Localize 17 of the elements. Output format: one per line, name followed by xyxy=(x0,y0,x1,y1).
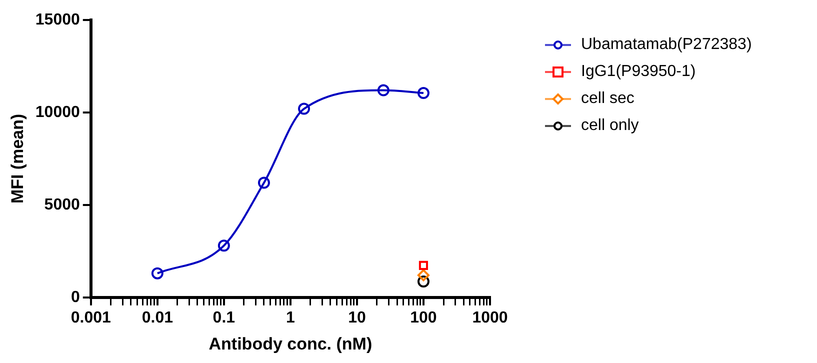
x-tick-label: 0.1 xyxy=(212,309,236,326)
legend-label: cell sec xyxy=(581,90,634,108)
x-tick-label: 100 xyxy=(410,309,437,326)
legend-label: Ubamatamab(P272383) xyxy=(581,36,752,54)
y-tick-label: 5000 xyxy=(44,196,80,214)
legend-label: cell only xyxy=(581,116,639,134)
x-tick-label: 10 xyxy=(348,309,366,326)
y-axis-title: MFI (mean) xyxy=(8,114,27,204)
y-tick-label: 15000 xyxy=(35,11,80,28)
y-tick-label: 0 xyxy=(70,288,80,306)
x-tick-label: 0.01 xyxy=(142,309,174,326)
legend-label: IgG1(P93950-1) xyxy=(581,62,696,80)
x-tick-label: 1 xyxy=(286,309,295,326)
x-tick-label: 0.001 xyxy=(70,309,112,326)
x-tick-label: 1000 xyxy=(472,309,508,326)
y-tick-label: 10000 xyxy=(35,104,80,121)
x-axis-title: Antibody conc. (nM) xyxy=(208,334,372,354)
